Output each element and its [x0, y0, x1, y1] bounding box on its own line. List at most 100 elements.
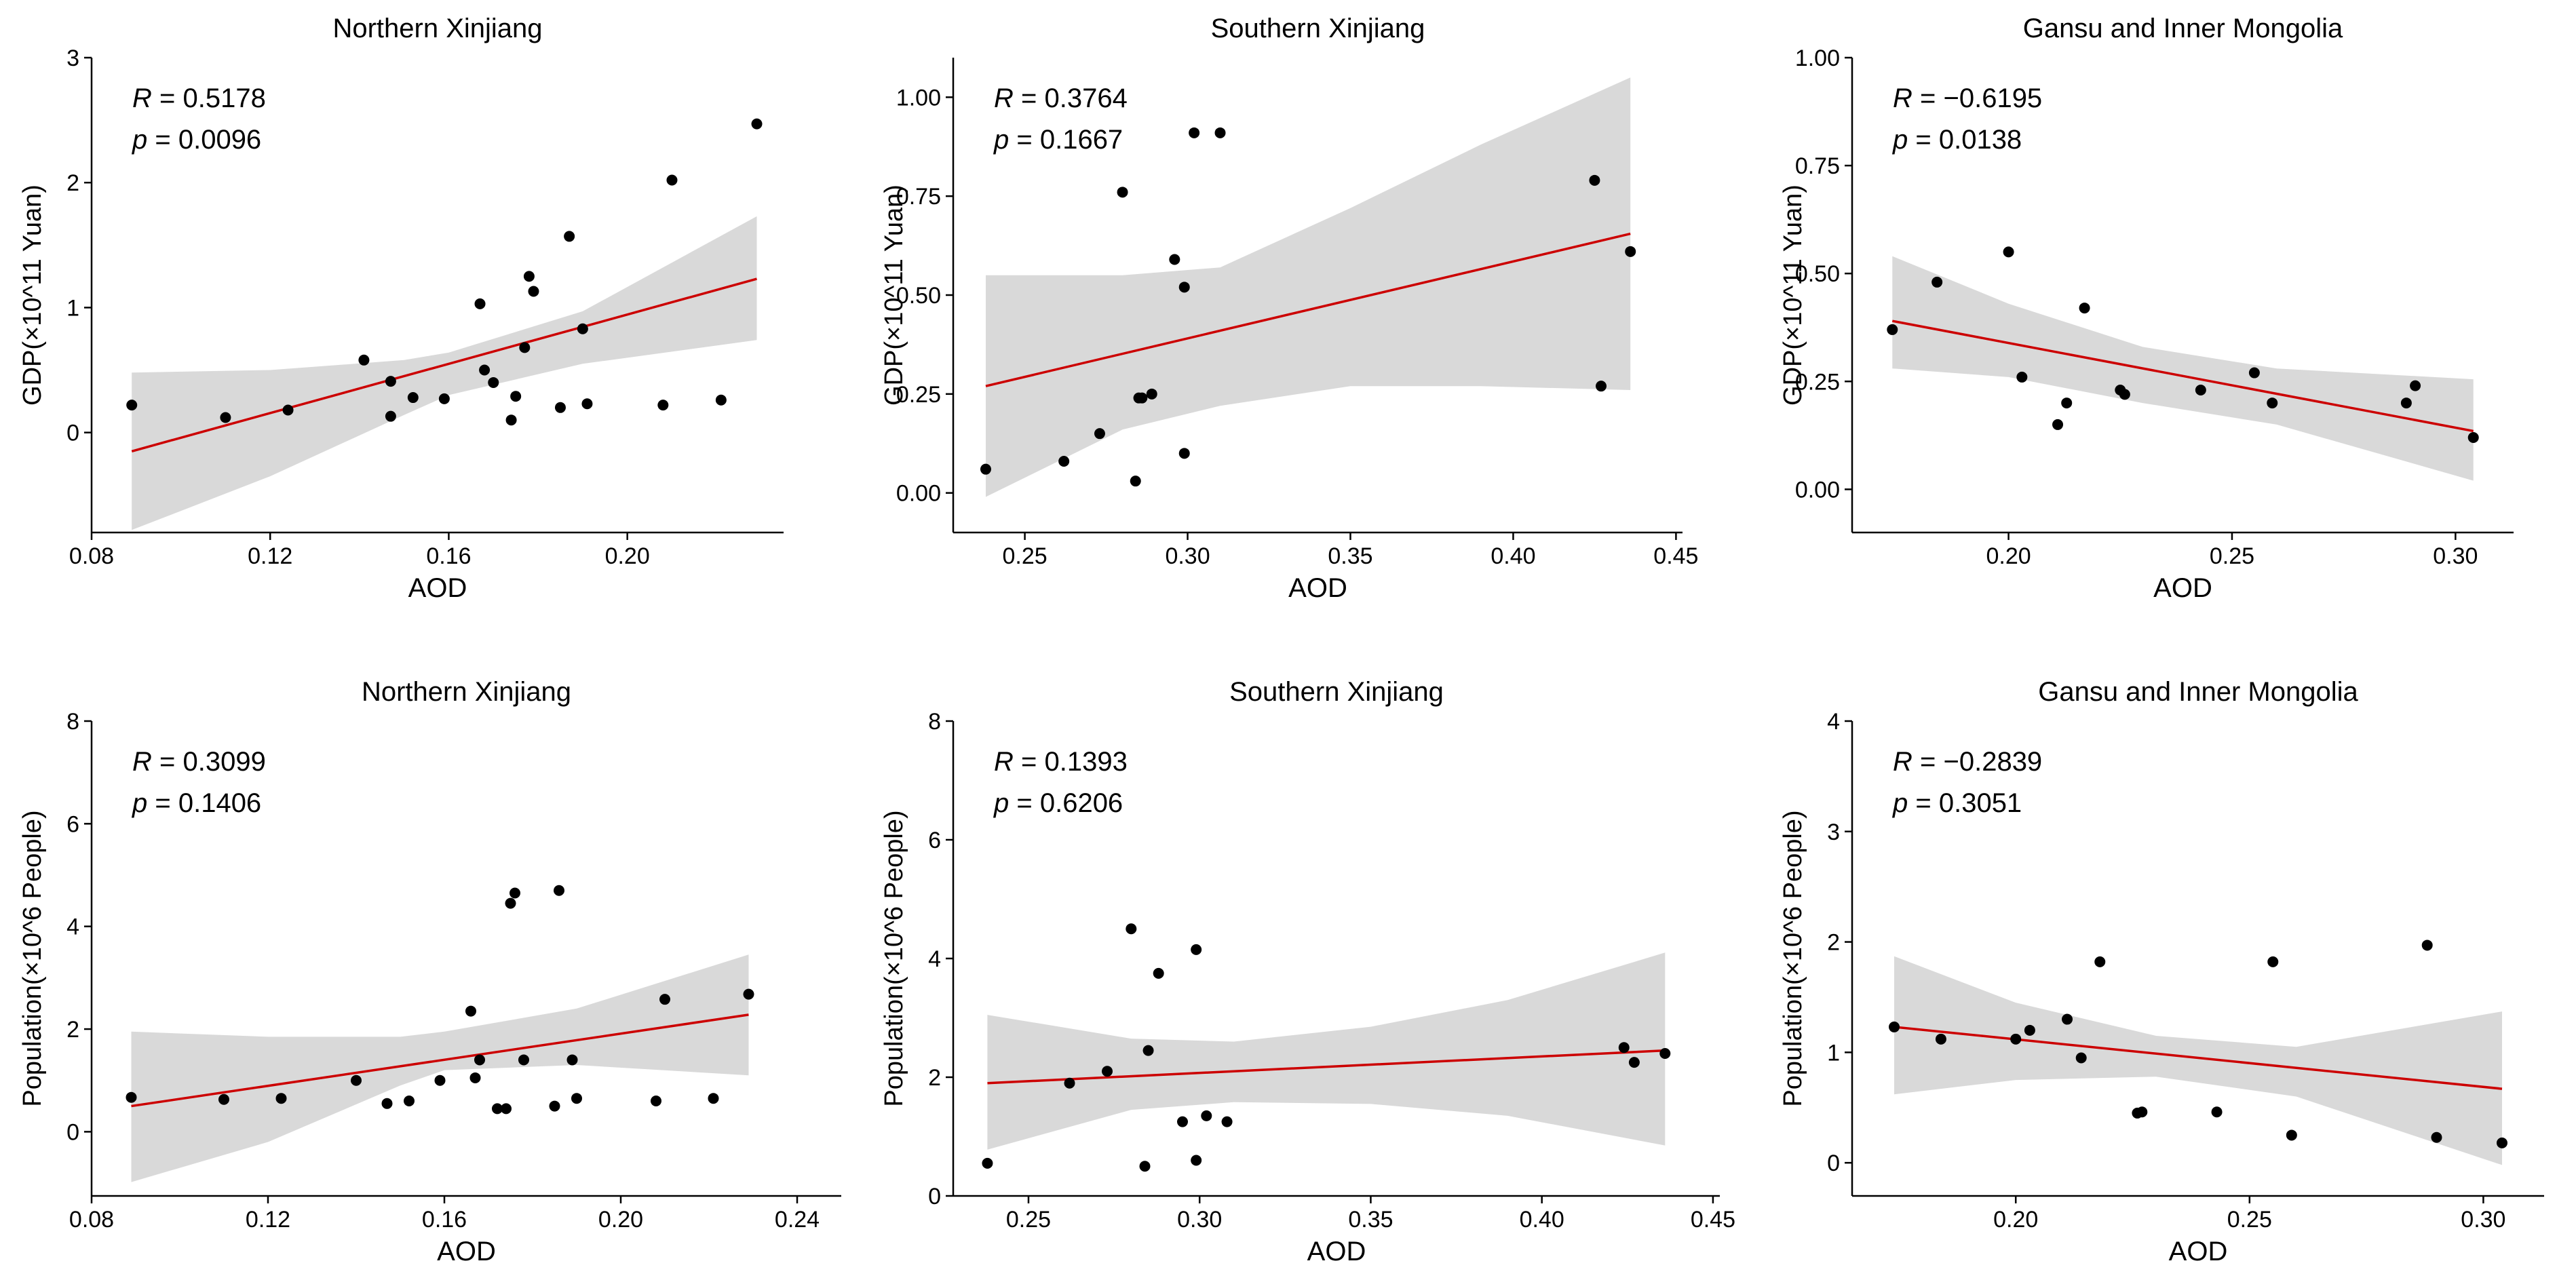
data-point: [407, 392, 419, 404]
x-tick-label: 0.08: [69, 1207, 114, 1233]
data-point: [2079, 303, 2090, 314]
chart-title: Northern Xinjiang: [362, 677, 571, 707]
x-tick-label: 0.40: [1491, 543, 1535, 569]
data-point: [1094, 428, 1105, 440]
data-point: [2136, 1106, 2148, 1118]
data-point: [519, 342, 531, 353]
x-tick-label: 0.16: [426, 543, 471, 569]
data-point: [982, 1157, 993, 1169]
p-annotation: p = 0.1406: [132, 788, 261, 818]
y-tick-label: 2: [66, 170, 79, 196]
data-point: [1931, 276, 1943, 288]
data-point: [1935, 1033, 1946, 1045]
x-tick-label: 0.25: [2210, 543, 2254, 569]
y-tick-label: 0.75: [896, 184, 941, 210]
data-point: [1191, 1155, 1202, 1166]
y-axis-label: Population(×10^6 People): [18, 810, 47, 1106]
data-point: [708, 1093, 719, 1104]
x-tick-label: 0.12: [246, 1207, 290, 1233]
data-point: [1178, 282, 1190, 293]
data-point: [1625, 246, 1636, 257]
y-tick-label: 8: [66, 709, 79, 735]
r-annotation: R = 0.1393: [994, 747, 1128, 777]
data-point: [404, 1096, 415, 1106]
data-point: [465, 1005, 476, 1017]
data-point: [1117, 187, 1128, 198]
data-point: [275, 1093, 287, 1104]
x-tick-label: 0.20: [1993, 1207, 2038, 1233]
data-point: [2496, 1137, 2507, 1148]
x-tick-label: 0.20: [598, 1207, 643, 1233]
x-tick-label: 0.30: [1177, 1207, 1222, 1233]
data-point: [1058, 456, 1070, 467]
y-axis-label: GDP(×10^11 Yuan): [18, 185, 47, 406]
x-tick-label: 0.30: [2461, 1207, 2505, 1233]
data-point: [1618, 1042, 1630, 1053]
y-tick-label: 2: [928, 1065, 941, 1091]
data-point: [2267, 956, 2279, 967]
x-tick-label: 0.16: [422, 1207, 467, 1233]
data-point: [659, 994, 670, 1005]
chart-title: Southern Xinjiang: [1211, 14, 1425, 43]
y-tick-label: 0.00: [896, 481, 941, 507]
data-point: [2421, 940, 2433, 951]
data-point: [1169, 254, 1180, 265]
data-point: [2410, 380, 2421, 391]
confidence-band: [1892, 256, 2474, 481]
data-point: [1102, 1066, 1113, 1077]
data-point: [715, 394, 727, 406]
data-point: [566, 1054, 578, 1066]
chart-title: Gansu and Inner Mongolia: [2023, 14, 2343, 43]
data-point: [381, 1098, 393, 1109]
y-tick-label: 2: [66, 1017, 79, 1043]
data-point: [282, 404, 294, 416]
data-point: [2094, 956, 2106, 967]
x-tick-label: 0.24: [775, 1207, 820, 1233]
data-point: [1596, 381, 1607, 392]
data-point: [474, 1054, 485, 1066]
data-point: [1191, 944, 1202, 955]
data-point: [1153, 967, 1164, 979]
confidence-band: [1894, 956, 2502, 1165]
x-tick-label: 0.35: [1328, 543, 1372, 569]
y-tick-label: 0: [1827, 1150, 1840, 1176]
x-tick-label: 0.25: [1002, 543, 1047, 569]
x-tick-label: 0.35: [1348, 1207, 1393, 1233]
data-point: [2016, 371, 2028, 383]
regression-line: [1893, 1026, 2503, 1090]
data-point: [2010, 1033, 2022, 1045]
data-point: [2211, 1106, 2223, 1118]
data-point: [980, 463, 991, 475]
data-point: [1189, 127, 1200, 138]
x-tick-label: 0.45: [1691, 1207, 1735, 1233]
data-point: [385, 410, 396, 422]
x-axis-label: AOD: [437, 1237, 496, 1266]
y-axis-label: GDP(×10^11 Yuan): [880, 185, 908, 406]
data-point: [479, 364, 491, 376]
y-tick-label: 0: [66, 421, 79, 446]
data-point: [1221, 1116, 1233, 1127]
y-axis-label: Population(×10^6 People): [1779, 810, 1807, 1106]
data-point: [510, 887, 520, 899]
data-point: [501, 1103, 512, 1115]
y-tick-label: 0.25: [1795, 369, 1840, 395]
data-point: [1589, 174, 1600, 186]
confidence-band: [132, 216, 757, 530]
data-point: [2248, 367, 2260, 379]
x-tick-label: 0.20: [605, 543, 650, 569]
data-point: [657, 400, 669, 411]
regression-line: [131, 277, 757, 452]
data-point: [1628, 1057, 1640, 1068]
data-point: [1214, 127, 1226, 138]
y-axis-label: Population(×10^6 People): [880, 810, 908, 1106]
y-tick-label: 1: [66, 295, 79, 321]
data-point: [2061, 398, 2073, 409]
data-point: [564, 231, 575, 242]
y-axis-label: GDP(×10^11 Yuan): [1779, 185, 1807, 406]
data-point: [1659, 1048, 1671, 1059]
data-point: [2400, 398, 2412, 409]
x-axis-label: AOD: [2169, 1237, 2228, 1266]
data-point: [2431, 1131, 2442, 1143]
regression-line: [987, 1049, 1666, 1085]
y-tick-label: 4: [1827, 709, 1840, 735]
